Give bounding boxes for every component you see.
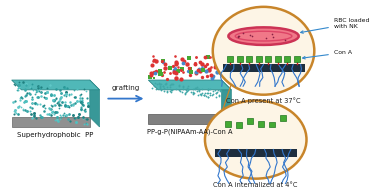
- Bar: [294, 56, 300, 61]
- Polygon shape: [148, 114, 222, 124]
- Polygon shape: [90, 80, 99, 127]
- Bar: [237, 56, 243, 61]
- Ellipse shape: [205, 101, 307, 179]
- Bar: [275, 56, 281, 61]
- Bar: [269, 122, 275, 127]
- Polygon shape: [223, 64, 305, 72]
- Text: Con A: Con A: [303, 50, 352, 59]
- Text: PP-g-P(NIPAAm-AA)-Con A: PP-g-P(NIPAAm-AA)-Con A: [147, 129, 232, 135]
- Ellipse shape: [228, 27, 299, 45]
- Bar: [258, 121, 264, 127]
- Polygon shape: [12, 80, 99, 90]
- Bar: [236, 123, 242, 128]
- Bar: [247, 118, 253, 124]
- Bar: [265, 56, 271, 61]
- Polygon shape: [222, 80, 231, 124]
- Bar: [225, 121, 231, 127]
- Text: Con A present at 37°C: Con A present at 37°C: [226, 98, 301, 104]
- Bar: [256, 56, 262, 61]
- Text: grafting: grafting: [112, 85, 140, 91]
- Polygon shape: [215, 149, 297, 157]
- Bar: [228, 56, 233, 61]
- Polygon shape: [148, 80, 231, 90]
- Text: Con A internalized at 4°C: Con A internalized at 4°C: [214, 182, 298, 188]
- Text: Superhydrophobic  PP: Superhydrophobic PP: [17, 132, 94, 138]
- Ellipse shape: [213, 7, 314, 95]
- Polygon shape: [12, 117, 90, 127]
- Bar: [246, 56, 252, 61]
- Text: RBC loaded
with NK: RBC loaded with NK: [301, 18, 369, 33]
- Bar: [280, 115, 286, 121]
- Bar: [284, 56, 290, 61]
